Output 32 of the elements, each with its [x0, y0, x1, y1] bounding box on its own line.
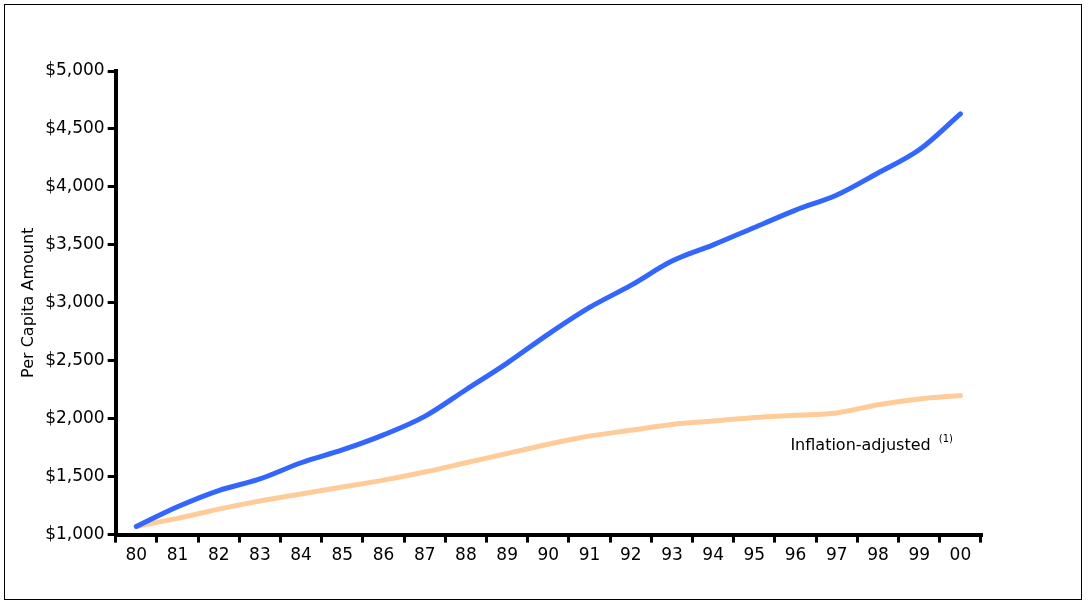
y-tick-label: $5,000	[45, 59, 105, 80]
y-tick-label: $1,000	[45, 523, 105, 544]
x-tick-label: 99	[908, 544, 931, 565]
x-tick-label: 95	[743, 544, 766, 565]
y-tick-label: $4,500	[45, 117, 105, 138]
x-tick-label: 85	[331, 544, 354, 565]
y-tick-label: $3,500	[45, 233, 105, 254]
y-tick-label: $1,500	[45, 465, 105, 486]
x-tick-label: 93	[661, 544, 683, 565]
series-label: Inflation-adjusted (1)	[790, 433, 954, 454]
x-tick-label: 80	[125, 544, 148, 565]
x-tick-label: 81	[166, 544, 189, 565]
x-tick-label: 89	[496, 544, 518, 565]
x-tick-label: 84	[290, 544, 312, 565]
x-tick-label: 96	[784, 544, 807, 565]
x-tick-label: 87	[413, 544, 436, 565]
y-tick-label: $3,000	[45, 291, 105, 312]
x-tick-label: 90	[537, 544, 560, 565]
x-tick-label: 86	[372, 544, 395, 565]
x-tick-label: 82	[207, 544, 230, 565]
x-tick-label: 00	[949, 544, 972, 565]
x-tick-label: 83	[249, 544, 271, 565]
x-tick-label: 97	[825, 544, 848, 565]
y-tick-label: $2,000	[45, 407, 105, 428]
y-tick-label: $2,500	[45, 349, 105, 370]
y-axis-title: Per Capita Amount	[17, 227, 37, 378]
y-tick-label: $4,000	[45, 175, 105, 196]
x-tick-label: 92	[619, 544, 642, 565]
x-tick-label: 98	[867, 544, 889, 565]
x-tick-label: 88	[455, 544, 477, 565]
x-tick-label: 94	[702, 544, 724, 565]
x-tick-label: 91	[578, 544, 601, 565]
